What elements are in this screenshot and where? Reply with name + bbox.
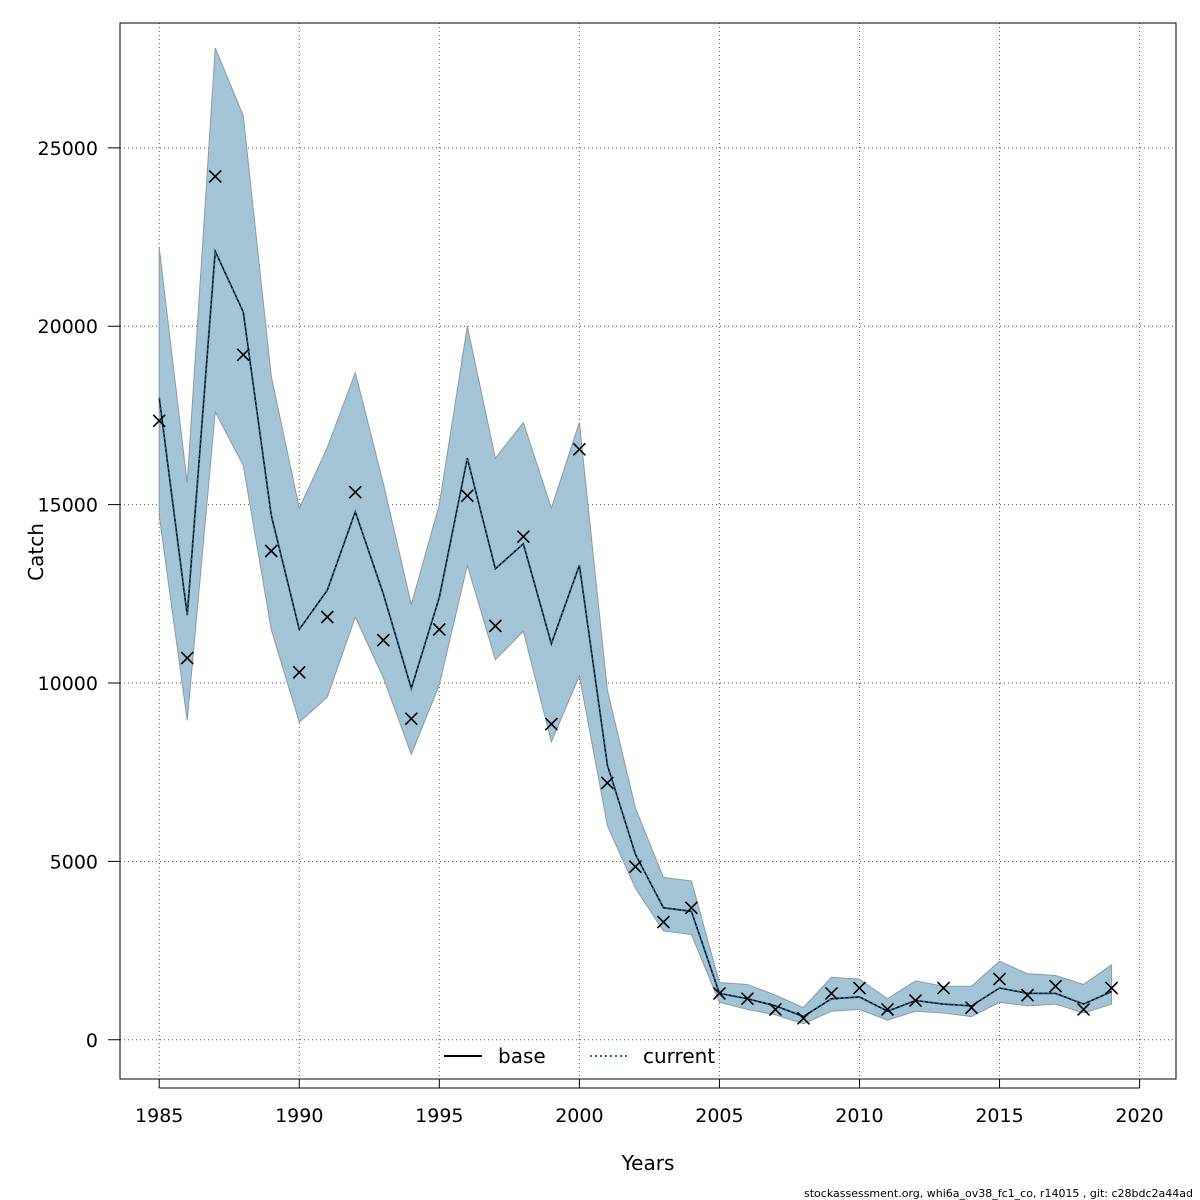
observed-point bbox=[908, 993, 923, 1008]
footer-text: stockassessment.org, whi6a_ov38_fc1_co, … bbox=[804, 1187, 1193, 1200]
observed-point bbox=[1076, 1002, 1091, 1016]
observed-point bbox=[236, 348, 250, 362]
observed-point bbox=[656, 915, 670, 929]
legend-label-base: base bbox=[498, 1044, 546, 1068]
observed-point bbox=[460, 489, 474, 503]
observed-point bbox=[712, 986, 726, 1000]
observed-point bbox=[572, 442, 586, 456]
x-tick-label: 2000 bbox=[555, 1105, 603, 1127]
observed-markers bbox=[152, 169, 1119, 1025]
observed-point bbox=[152, 414, 166, 428]
observed-point bbox=[600, 776, 614, 790]
plot-frame bbox=[119, 22, 1177, 1080]
observed-point bbox=[432, 622, 446, 637]
series-line-current bbox=[158, 247, 1112, 1018]
x-tick-label: 1990 bbox=[275, 1105, 323, 1127]
confidence-band bbox=[158, 47, 1113, 1025]
x-tick-label: 2015 bbox=[975, 1105, 1023, 1127]
x-axis-title: Years bbox=[621, 1151, 675, 1175]
observed-point bbox=[880, 1002, 895, 1016]
y-tick-label: 25000 bbox=[38, 138, 98, 160]
axes: 1985 1990 1995 2000 2005 2010 2015 2020 0 5000 100… bbox=[38, 138, 1164, 1127]
legend-label-current: current bbox=[643, 1044, 715, 1068]
observed-point bbox=[796, 1011, 811, 1025]
y-tick-label: 5000 bbox=[50, 851, 98, 873]
observed-point bbox=[208, 169, 222, 183]
observed-point bbox=[824, 986, 839, 1000]
confidence-band-area bbox=[158, 47, 1113, 1025]
x-tick-label: 2005 bbox=[695, 1105, 743, 1127]
y-axis-title: Catch bbox=[24, 523, 48, 581]
x-tick-label: 2010 bbox=[835, 1105, 883, 1127]
observed-point bbox=[852, 981, 867, 995]
observed-point bbox=[740, 992, 755, 1006]
observed-point bbox=[992, 972, 1007, 986]
y-tick-label: 0 bbox=[86, 1030, 98, 1052]
observed-point bbox=[348, 485, 362, 499]
observed-point bbox=[1048, 979, 1063, 993]
observed-point bbox=[292, 665, 306, 679]
observed-point bbox=[1105, 981, 1119, 995]
observed-point bbox=[488, 619, 502, 633]
y-tick-label: 20000 bbox=[38, 316, 98, 338]
observed-point bbox=[628, 860, 642, 874]
observed-point bbox=[684, 901, 698, 915]
observed-point bbox=[516, 530, 530, 544]
observed-point bbox=[936, 981, 951, 995]
observed-point bbox=[1020, 988, 1035, 1002]
observed-point bbox=[320, 610, 334, 624]
y-tick-label: 15000 bbox=[38, 495, 98, 517]
x-tick-label: 1985 bbox=[135, 1105, 183, 1127]
legend: base current bbox=[444, 1044, 715, 1068]
observed-point bbox=[964, 1001, 979, 1015]
observed-point bbox=[180, 651, 194, 665]
observed-point bbox=[264, 544, 278, 558]
x-tick-label: 1995 bbox=[415, 1105, 463, 1127]
observed-point bbox=[768, 1002, 783, 1016]
y-tick-label: 10000 bbox=[38, 673, 98, 695]
observed-point bbox=[404, 712, 418, 726]
series-lines bbox=[158, 247, 1112, 1018]
observed-point bbox=[544, 717, 558, 731]
x-tick-label: 2020 bbox=[1115, 1105, 1163, 1127]
observed-point bbox=[376, 633, 390, 647]
